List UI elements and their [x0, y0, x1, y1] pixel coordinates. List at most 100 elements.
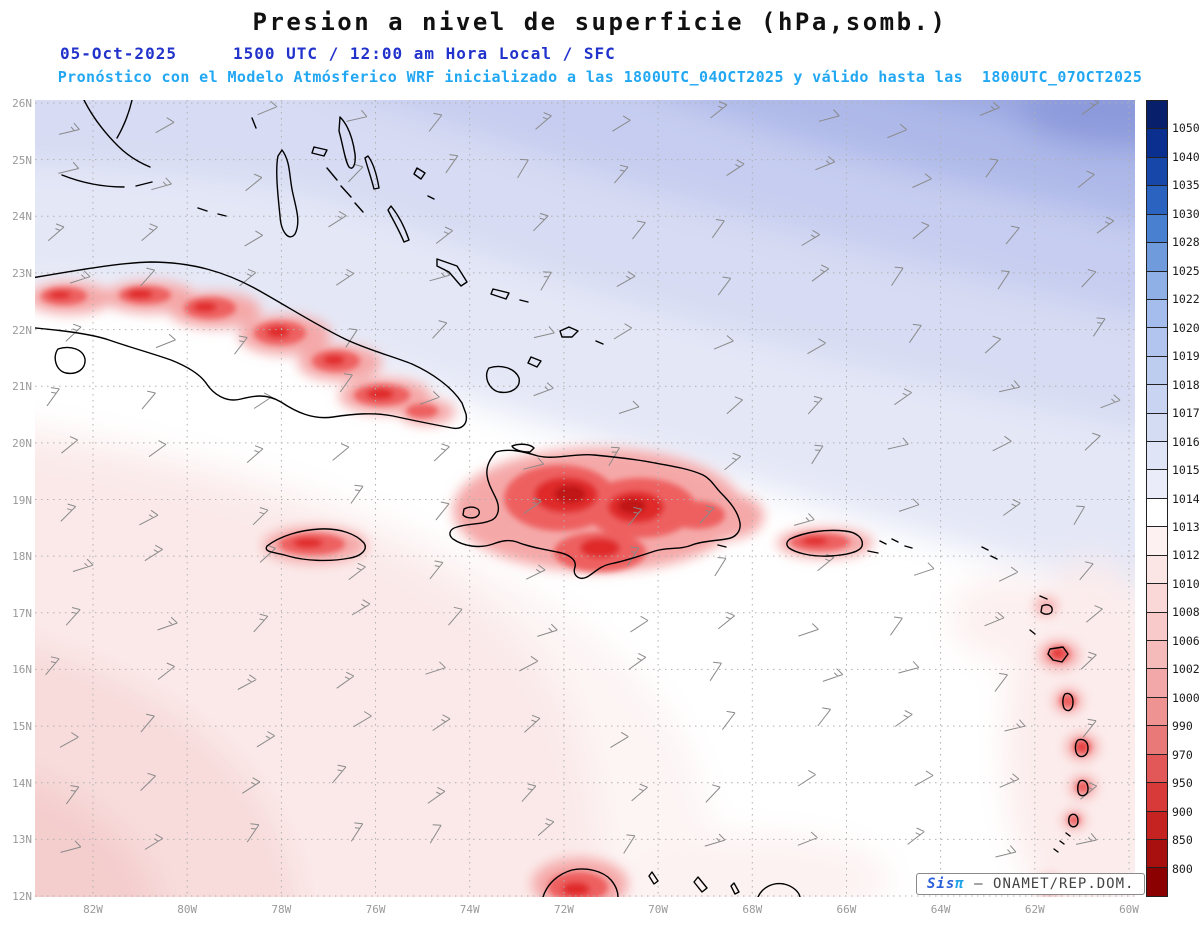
colorbar-label: 1019: [1172, 349, 1200, 364]
coastline-lesser-antilles-south-america: [542, 546, 1089, 897]
lat-label: 18N: [12, 550, 32, 564]
colorbar-label: 1000: [1172, 690, 1200, 705]
colorbar-cell: [1147, 327, 1167, 356]
colorbar-label: 1010: [1172, 576, 1200, 591]
coastline-florida-bahamas-cuba: [35, 100, 604, 430]
colorbar-cell: [1147, 270, 1167, 299]
colorbar-cell: [1147, 554, 1167, 584]
attribution-text: — ONAMET/REP.DOM.: [974, 876, 1135, 892]
colorbar-label: 1017: [1172, 406, 1200, 421]
colorbar-label: 850: [1172, 833, 1193, 848]
colorbar-label: 1040: [1172, 149, 1200, 164]
forecast-date: 05-Oct-2025: [60, 44, 177, 63]
colorbar-cell: [1147, 441, 1167, 470]
colorbar-cell: [1147, 583, 1167, 612]
lat-label: 16N: [12, 663, 32, 677]
lat-label: 13N: [12, 833, 32, 847]
colorbar-cell: [1147, 867, 1167, 896]
colorbar-label: 900: [1172, 804, 1193, 819]
colorbar-label: 1020: [1172, 320, 1200, 335]
lat-label: 25N: [12, 153, 32, 167]
pressure-shading-layer: [35, 100, 1135, 897]
colorbar-label: 1002: [1172, 662, 1200, 677]
colorbar-label: 1014: [1172, 491, 1200, 506]
colorbar-label: 1018: [1172, 377, 1200, 392]
lat-label: 24N: [12, 210, 32, 224]
wind-barbs-layer: [45, 100, 1121, 858]
colorbar-label: 1013: [1172, 519, 1200, 534]
attribution-box: Sisπ — ONAMET/REP.DOM.: [916, 873, 1146, 895]
colorbar: [1146, 100, 1168, 897]
colorbar-label: 970: [1172, 747, 1193, 762]
coastline-greater-antilles: [265, 443, 913, 579]
colorbar-cell: [1147, 128, 1167, 157]
colorbar-cell: [1147, 696, 1167, 726]
forecast-datetime: 05-Oct-2025 1500 UTC / 12:00 am Hora Loca…: [60, 44, 616, 63]
colorbar-cell: [1147, 782, 1167, 811]
lon-label: 64W: [930, 903, 951, 916]
attribution-pi: π: [955, 876, 965, 892]
colorbar-cell: [1147, 213, 1167, 243]
colorbar-cell: [1147, 298, 1167, 328]
lon-label: 60W: [1119, 903, 1139, 916]
colorbar-cell: [1147, 384, 1167, 413]
lat-label: 14N: [12, 776, 32, 790]
colorbar-label: 1028: [1172, 235, 1200, 250]
forecast-time: 1500 UTC / 12:00 am Hora Local / SFC: [232, 44, 616, 63]
colorbar-label: 1022: [1172, 292, 1200, 307]
colorbar-cell: [1147, 810, 1167, 839]
lon-label: 66W: [836, 903, 857, 916]
colorbar-cell: [1147, 497, 1167, 527]
colorbar-label: 1008: [1172, 605, 1200, 620]
lat-label: 21N: [12, 380, 32, 394]
colorbar-cell: [1147, 611, 1167, 641]
page-title: Presion a nivel de superficie (hPa,somb.…: [252, 8, 948, 36]
lon-label: 78W: [271, 903, 292, 916]
colorbar-cell: [1147, 156, 1167, 186]
colorbar-cell: [1147, 355, 1167, 385]
lon-label: 62W: [1024, 903, 1045, 916]
colorbar-cell: [1147, 185, 1167, 214]
lat-label: 12N: [12, 890, 32, 903]
colorbar-label: 1050: [1172, 121, 1200, 136]
model-info-line: Pronóstico con el Modelo Atmósferico WRF…: [57, 68, 1143, 86]
colorbar-label: 1015: [1172, 463, 1200, 478]
lat-label: 23N: [12, 266, 32, 280]
colorbar-cell: [1147, 668, 1167, 697]
attribution-brand: Sis: [927, 876, 956, 892]
lon-label: 68W: [742, 903, 763, 916]
colorbar-cell: [1147, 838, 1167, 868]
colorbar-label: 1025: [1172, 263, 1200, 278]
colorbar-cell: [1147, 469, 1167, 498]
coastline-layer: [35, 100, 1089, 897]
colorbar-cell: [1147, 242, 1167, 271]
colorbar-label: 1016: [1172, 434, 1200, 449]
colorbar-label: 990: [1172, 719, 1193, 734]
lat-label: 20N: [12, 436, 32, 450]
lat-label: 26N: [12, 97, 32, 110]
colorbar-cell: [1147, 640, 1167, 669]
colorbar-cell: [1147, 725, 1167, 754]
colorbar-cell: [1147, 753, 1167, 783]
pressure-red-cores: [41, 286, 1091, 897]
colorbar-label: 1035: [1172, 178, 1200, 193]
colorbar-cell: [1147, 526, 1167, 555]
lon-label: 80W: [177, 903, 198, 916]
lat-label: 22N: [12, 323, 32, 337]
colorbar-label: 1012: [1172, 548, 1200, 563]
colorbar-label: 950: [1172, 776, 1193, 791]
colorbar-cell: [1147, 101, 1167, 129]
colorbar-label: 1030: [1172, 206, 1200, 221]
lon-label: 76W: [365, 903, 386, 916]
lon-label: 72W: [553, 903, 574, 916]
lat-label: 19N: [12, 493, 32, 507]
lon-label: 82W: [83, 903, 103, 916]
colorbar-cell: [1147, 412, 1167, 442]
lat-label: 17N: [12, 606, 32, 620]
colorbar-label: 1006: [1172, 633, 1200, 648]
lon-label: 70W: [648, 903, 669, 916]
lat-label: 15N: [12, 720, 32, 734]
colorbar-label: 800: [1172, 861, 1193, 876]
